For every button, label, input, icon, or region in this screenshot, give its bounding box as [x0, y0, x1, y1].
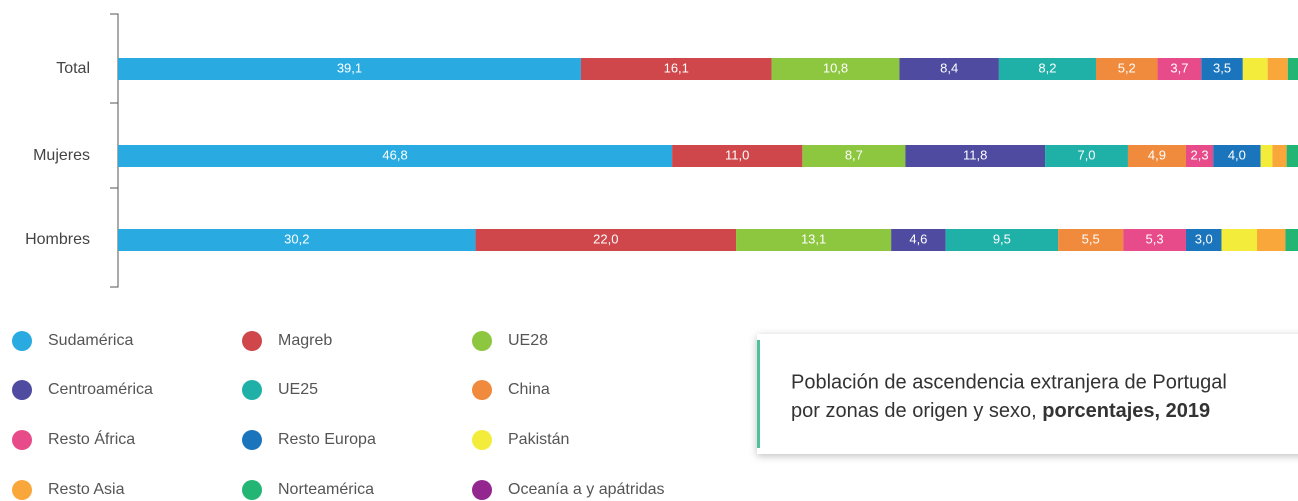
bar-segment — [1286, 145, 1298, 167]
value-label: 3,0 — [1195, 231, 1213, 246]
bar-segment — [1260, 145, 1273, 167]
value-label: 8,7 — [845, 147, 863, 162]
value-label: 4,0 — [1228, 147, 1246, 162]
legend-swatch — [472, 380, 492, 400]
bar-segment — [1287, 58, 1298, 80]
bar-segment — [945, 229, 1059, 251]
value-label: 13,1 — [801, 231, 826, 246]
bar-segment — [1127, 145, 1186, 167]
legend-swatch — [472, 331, 492, 351]
legend-label: China — [508, 381, 550, 398]
bar-segment — [802, 145, 906, 167]
bar-segment — [736, 229, 892, 251]
legend-swatch — [242, 380, 262, 400]
bar-segment — [1201, 58, 1243, 80]
value-label: 7,0 — [1077, 147, 1095, 162]
legend-label: UE25 — [278, 381, 318, 398]
value-label: 30,2 — [284, 231, 309, 246]
value-label: 16,1 — [664, 60, 689, 75]
title-line: por zonas de origen y sexo, porcentajes,… — [791, 400, 1210, 422]
value-label: 4,6 — [909, 231, 927, 246]
value-label: 2,3 — [1191, 147, 1209, 162]
value-label: 22,0 — [593, 231, 618, 246]
category-label: Total — [56, 60, 90, 77]
category-label: Hombres — [25, 231, 90, 248]
callout: Población de ascendencia extranjera de P… — [757, 334, 1298, 454]
bar-segment — [1185, 145, 1214, 167]
bar-segment — [891, 229, 946, 251]
bar-segment — [1242, 58, 1268, 80]
bar-segment — [1157, 58, 1202, 80]
value-label: 5,5 — [1082, 231, 1100, 246]
value-label: 9,5 — [993, 231, 1011, 246]
value-label: 3,7 — [1170, 60, 1188, 75]
legend-swatch — [12, 380, 32, 400]
bar-segment — [475, 229, 737, 251]
bar-segment — [1272, 145, 1287, 167]
legend-label: Pakistán — [508, 431, 569, 448]
legend-swatch — [242, 331, 262, 351]
bar-segment — [899, 58, 999, 80]
title-part: por zonas de origen y sexo, — [791, 400, 1037, 422]
callout-accent — [757, 340, 760, 448]
legend-label: Norteamérica — [278, 481, 374, 498]
legend-swatch — [472, 430, 492, 450]
value-label: 5,2 — [1118, 60, 1136, 75]
legend-label: Sudamérica — [48, 332, 133, 349]
value-label: 5,3 — [1146, 231, 1164, 246]
bar-segment — [1267, 58, 1288, 80]
legend-swatch — [12, 480, 32, 500]
legend-swatch — [242, 430, 262, 450]
legend-label: Resto Europa — [278, 431, 376, 448]
bar-segment — [998, 58, 1096, 80]
bar-segment — [118, 145, 673, 167]
bar-segment — [905, 145, 1046, 167]
bar-segment — [771, 58, 900, 80]
value-label: 46,8 — [382, 147, 407, 162]
value-label: 11,0 — [725, 147, 749, 162]
title-bold: porcentajes, 2019 — [1042, 400, 1210, 422]
legend-swatch — [12, 331, 32, 351]
bar-segment — [1257, 229, 1286, 251]
bar-segment — [1185, 229, 1222, 251]
value-label: 8,4 — [940, 60, 958, 75]
value-label: 3,5 — [1213, 60, 1231, 75]
bar-segment — [580, 58, 772, 80]
bar-segment — [1221, 229, 1258, 251]
callout-box — [757, 334, 1298, 454]
title-line: Población de ascendencia extranjera de P… — [791, 371, 1227, 393]
legend-label: UE28 — [508, 332, 548, 349]
legend-swatch — [242, 480, 262, 500]
legend-swatch — [472, 480, 492, 500]
value-label: 8,2 — [1038, 60, 1056, 75]
value-label: 10,8 — [823, 60, 848, 75]
legend-label: Resto Asia — [48, 481, 125, 498]
bar-segment — [1123, 229, 1186, 251]
value-label: 4,9 — [1148, 147, 1166, 162]
legend-swatch — [12, 430, 32, 450]
bar-segment — [118, 229, 476, 251]
category-label: Mujeres — [33, 147, 90, 164]
bar-segment — [1058, 229, 1124, 251]
value-label: 11,8 — [963, 147, 987, 162]
value-label: 39,1 — [337, 60, 362, 75]
bar-segment — [1045, 145, 1128, 167]
legend-label: Centroamérica — [48, 381, 153, 398]
bar-segment — [118, 58, 581, 80]
legend-label: Magreb — [278, 332, 332, 349]
legend-label: Resto África — [48, 429, 135, 448]
bar-segment — [1285, 229, 1298, 251]
axis-bracket — [110, 13, 119, 288]
bar-segment — [1095, 58, 1158, 80]
legend-label: Oceanía a y apátridas — [508, 481, 665, 498]
bar-segment — [1213, 145, 1261, 167]
bar-segment — [672, 145, 803, 167]
